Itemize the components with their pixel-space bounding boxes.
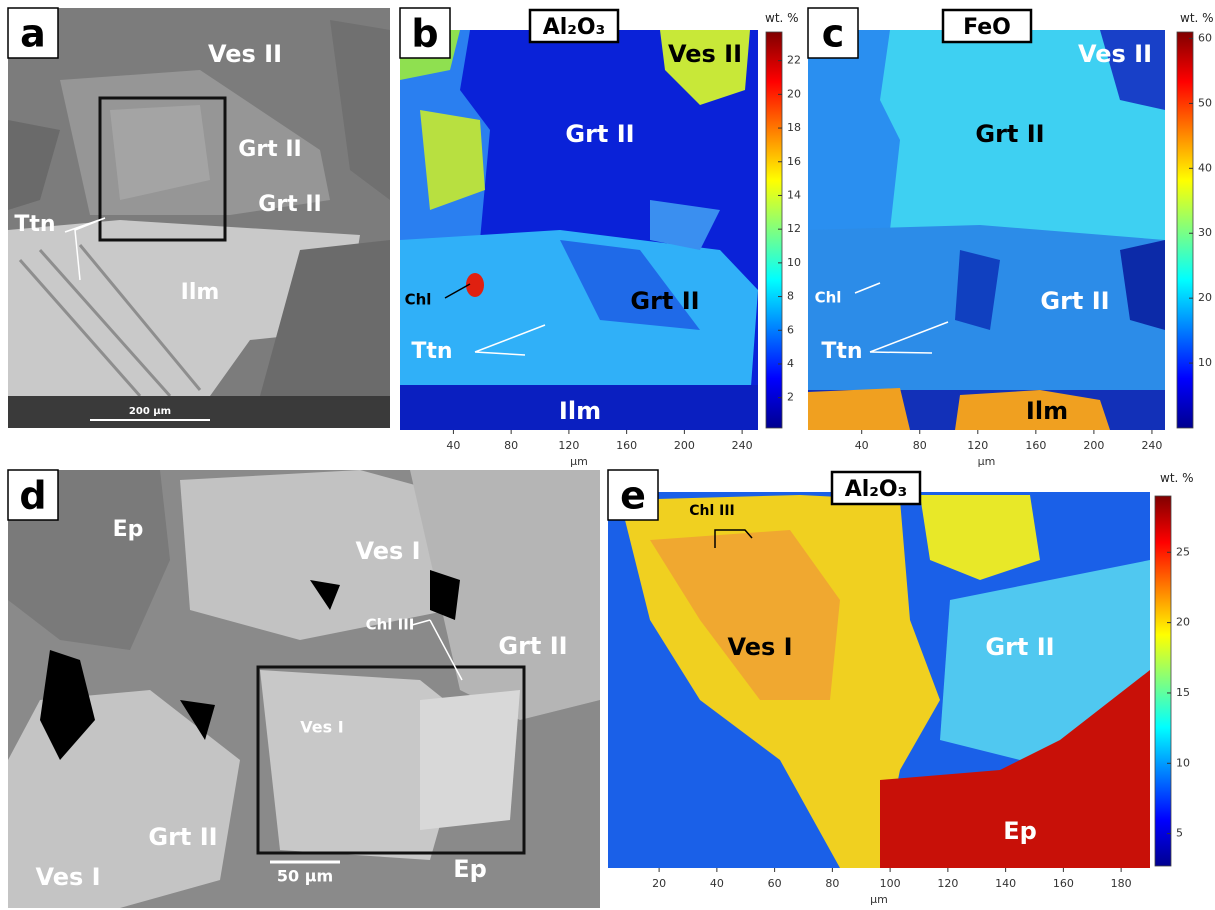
x-tick-label: 200 bbox=[1083, 439, 1104, 452]
colorbar-tick-label: 8 bbox=[787, 290, 794, 303]
panel-letter: a bbox=[20, 12, 46, 56]
colorbar-tick-label: 20 bbox=[1176, 616, 1190, 629]
phase-label: Grt II bbox=[148, 823, 217, 851]
scale-bar-label: 200 μm bbox=[129, 406, 171, 417]
x-axis-label: μm bbox=[978, 455, 996, 468]
phase-label: Chl bbox=[405, 291, 432, 309]
colorbar-tick-label: 4 bbox=[787, 357, 794, 370]
x-tick-label: 120 bbox=[558, 439, 579, 452]
colorbar-tick-label: 20 bbox=[1198, 291, 1212, 304]
phase-label: Ep bbox=[1003, 817, 1037, 845]
phase-label: Ves I bbox=[727, 633, 792, 661]
colorbar-unit: wt. % bbox=[1160, 471, 1194, 485]
x-tick-label: 160 bbox=[1025, 439, 1046, 452]
colorbar-tick-label: 15 bbox=[1176, 686, 1190, 699]
phase-label: Ep bbox=[453, 855, 487, 883]
map-title: Al₂O₃ bbox=[543, 15, 606, 40]
x-tick-label: 200 bbox=[674, 439, 695, 452]
x-axis-label: μm bbox=[570, 455, 588, 468]
map-title: FeO bbox=[963, 15, 1011, 40]
colorbar-tick-label: 12 bbox=[787, 222, 801, 235]
bse-image-a bbox=[8, 8, 390, 428]
panel-letter: c bbox=[822, 12, 845, 56]
colorbar-tick-label: 16 bbox=[787, 155, 801, 168]
colorbar-tick-label: 18 bbox=[787, 121, 801, 134]
x-axis-label: μm bbox=[870, 893, 888, 906]
phase-label: Grt II bbox=[258, 192, 321, 217]
phase-label: Ep bbox=[113, 517, 144, 542]
colorbar-tick-label: 6 bbox=[787, 323, 794, 336]
phase-label: Ves I bbox=[35, 863, 100, 891]
phase-label: Chl III bbox=[366, 616, 415, 634]
colorbar-tick-label: 14 bbox=[787, 188, 801, 201]
x-tick-label: 80 bbox=[504, 439, 518, 452]
phase-label: Ilm bbox=[1026, 397, 1068, 425]
x-tick-label: 140 bbox=[995, 877, 1016, 890]
element-map-e bbox=[608, 492, 1150, 868]
phase-label: Ilm bbox=[181, 280, 220, 305]
colorbar-tick-label: 22 bbox=[787, 54, 801, 67]
phase-label: Grt II bbox=[985, 633, 1054, 661]
phase-label: Ttn bbox=[411, 339, 452, 364]
colorbar-tick-label: 60 bbox=[1198, 31, 1212, 44]
map-title: Al₂O₃ bbox=[845, 477, 908, 502]
phase-label: Ves II bbox=[208, 40, 282, 68]
colorbar-tick-label: 20 bbox=[787, 87, 801, 100]
phase-label: Grt II bbox=[975, 120, 1044, 148]
colorbar-tick-label: 2 bbox=[787, 391, 794, 404]
phase-label: Ttn bbox=[821, 339, 862, 364]
phase-label: Grt II bbox=[1040, 287, 1109, 315]
phase-label: Grt II bbox=[238, 137, 301, 162]
colorbar-tick-label: 50 bbox=[1198, 96, 1212, 109]
phase-label: Ves I bbox=[300, 718, 343, 737]
colorbar-tick-label: 40 bbox=[1198, 161, 1212, 174]
panel-boxes bbox=[7, 7, 1033, 521]
element-map-b bbox=[400, 30, 758, 430]
colorbar-tick-label: 30 bbox=[1198, 226, 1212, 239]
x-tick-label: 120 bbox=[937, 877, 958, 890]
x-tick-label: 160 bbox=[1053, 877, 1074, 890]
colorbar bbox=[1176, 31, 1194, 429]
panel-letter: b bbox=[411, 12, 438, 56]
x-tick-label: 120 bbox=[967, 439, 988, 452]
bse-image-d bbox=[8, 470, 600, 908]
phase-label: Grt II bbox=[565, 120, 634, 148]
phase-label: Ilm bbox=[559, 397, 601, 425]
phase-label: Chl III bbox=[689, 503, 735, 519]
phase-label: Chl bbox=[815, 289, 842, 307]
colorbar-tick-label: 10 bbox=[1176, 756, 1190, 769]
x-tick-label: 40 bbox=[446, 439, 460, 452]
colorbar bbox=[765, 31, 783, 429]
element-map-c bbox=[808, 30, 1165, 430]
x-tick-label: 60 bbox=[768, 877, 782, 890]
panel-letter: d bbox=[19, 474, 46, 518]
colorbar-tick-label: 10 bbox=[1198, 356, 1212, 369]
phase-label: Ves I bbox=[355, 537, 420, 565]
x-tick-label: 240 bbox=[732, 439, 753, 452]
colorbar bbox=[1154, 495, 1172, 867]
x-tick-label: 80 bbox=[825, 877, 839, 890]
phase-label: Grt II bbox=[630, 287, 699, 315]
colorbar-tick-label: 5 bbox=[1176, 827, 1183, 840]
x-tick-label: 40 bbox=[855, 439, 869, 452]
phase-label: Grt II bbox=[498, 632, 567, 660]
annotations: a Ves II Grt II Grt II Ttn Ilm 200 μm b Ves II Gr… bbox=[14, 11, 1213, 906]
phase-label: Ves II bbox=[668, 40, 742, 68]
panel-letter: e bbox=[620, 474, 646, 518]
x-tick-label: 180 bbox=[1111, 877, 1132, 890]
x-tick-label: 100 bbox=[880, 877, 901, 890]
phase-label: Ttn bbox=[14, 212, 55, 237]
scale-bar-label: 50 μm bbox=[277, 867, 333, 886]
x-tick-label: 160 bbox=[616, 439, 637, 452]
colorbar-tick-label: 10 bbox=[787, 256, 801, 269]
colorbar-unit: wt. % bbox=[765, 11, 799, 25]
x-tick-label: 20 bbox=[652, 877, 666, 890]
colorbar-unit: wt. % bbox=[1180, 11, 1214, 25]
x-tick-label: 40 bbox=[710, 877, 724, 890]
phase-label: Ves II bbox=[1078, 40, 1152, 68]
x-tick-label: 80 bbox=[913, 439, 927, 452]
colorbar-tick-label: 25 bbox=[1176, 545, 1190, 558]
x-tick-label: 240 bbox=[1141, 439, 1162, 452]
